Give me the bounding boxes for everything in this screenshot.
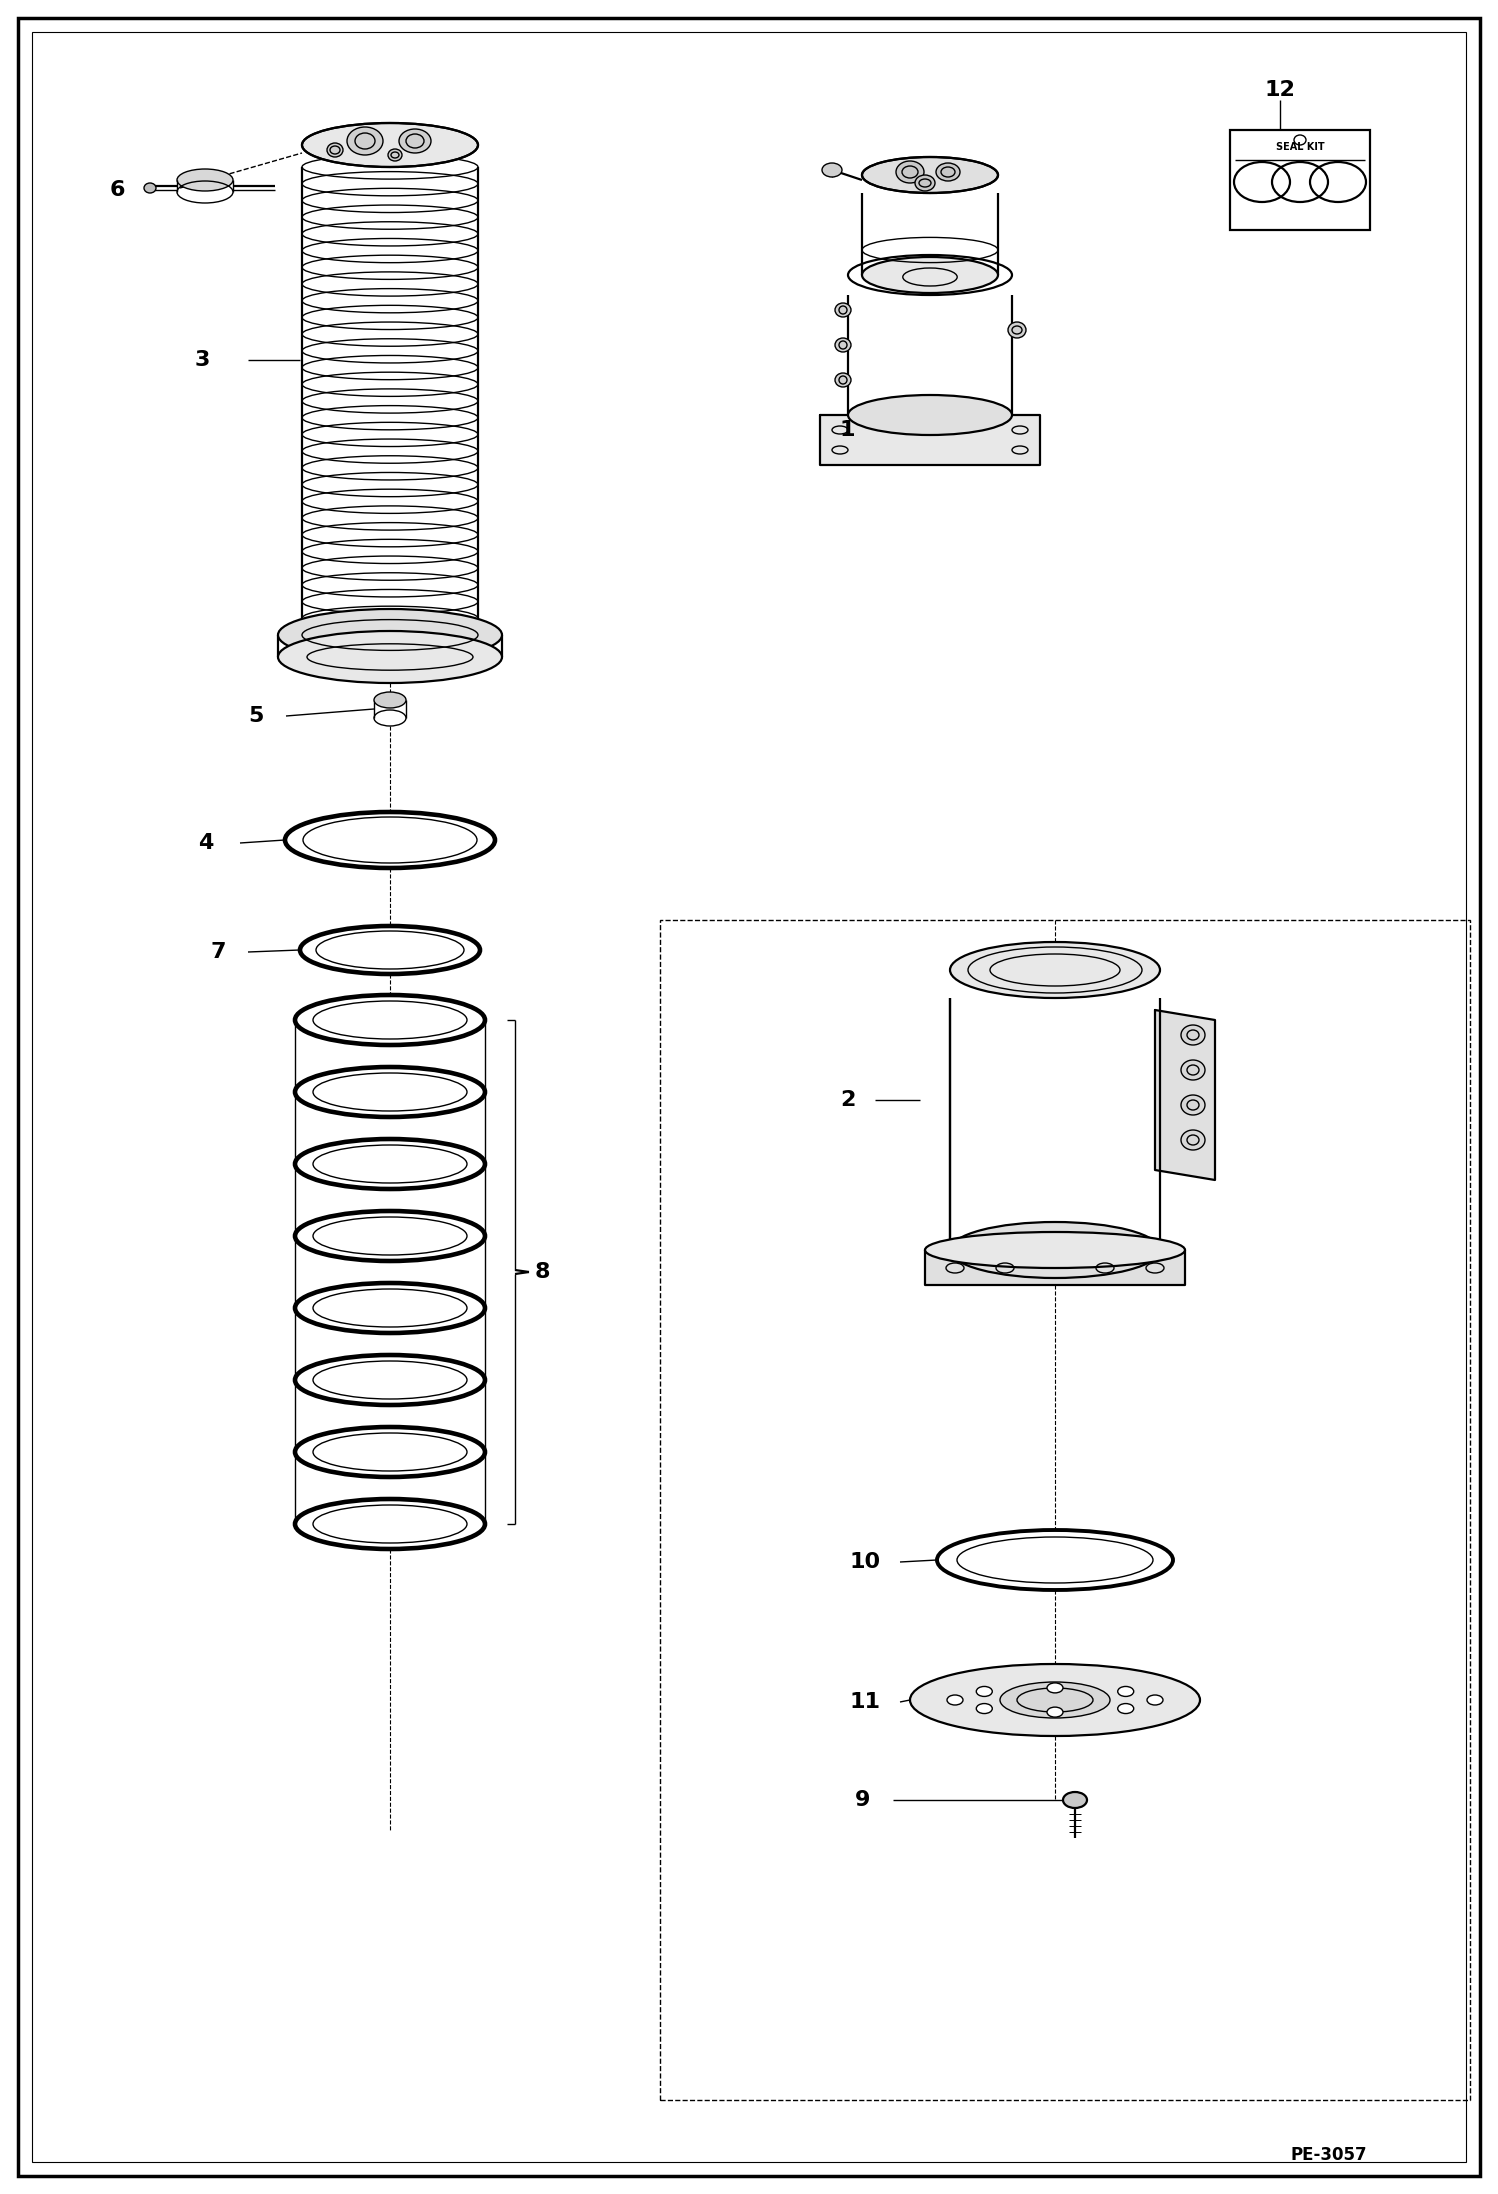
Ellipse shape — [279, 632, 502, 682]
Ellipse shape — [861, 158, 998, 193]
Text: 10: 10 — [849, 1551, 881, 1571]
Ellipse shape — [915, 176, 935, 191]
Polygon shape — [819, 415, 1040, 465]
Ellipse shape — [327, 143, 343, 158]
Ellipse shape — [909, 1663, 1200, 1735]
Ellipse shape — [1047, 1683, 1064, 1694]
Ellipse shape — [374, 691, 406, 709]
Bar — [1230, 129, 1371, 230]
Bar — [661, 919, 1470, 2100]
Ellipse shape — [834, 373, 851, 386]
Text: 2: 2 — [840, 1090, 855, 1110]
Text: 1: 1 — [840, 419, 855, 441]
Ellipse shape — [388, 149, 401, 160]
Ellipse shape — [398, 129, 431, 154]
Ellipse shape — [1180, 1095, 1204, 1115]
Ellipse shape — [950, 1222, 1159, 1277]
Text: 7: 7 — [210, 941, 226, 961]
Text: 5: 5 — [249, 706, 264, 726]
Ellipse shape — [1118, 1687, 1134, 1696]
Ellipse shape — [1118, 1703, 1134, 1714]
Ellipse shape — [1064, 1792, 1088, 1808]
Ellipse shape — [1008, 323, 1026, 338]
Ellipse shape — [1180, 1025, 1204, 1044]
Ellipse shape — [861, 257, 998, 294]
Text: PE-3057: PE-3057 — [1290, 2146, 1366, 2163]
Ellipse shape — [279, 610, 502, 660]
Ellipse shape — [348, 127, 383, 156]
Text: 12: 12 — [1264, 79, 1296, 101]
Ellipse shape — [177, 169, 234, 191]
Text: SEAL KIT: SEAL KIT — [1276, 143, 1324, 151]
Ellipse shape — [848, 395, 1013, 434]
Ellipse shape — [977, 1687, 992, 1696]
Ellipse shape — [1147, 1696, 1162, 1705]
Ellipse shape — [834, 338, 851, 351]
Text: 3: 3 — [195, 351, 210, 371]
Ellipse shape — [896, 160, 924, 182]
Ellipse shape — [144, 182, 156, 193]
Text: 4: 4 — [198, 834, 213, 853]
Ellipse shape — [834, 303, 851, 316]
Ellipse shape — [977, 1703, 992, 1714]
Polygon shape — [1155, 1009, 1215, 1180]
Ellipse shape — [936, 162, 960, 180]
Text: 8: 8 — [535, 1262, 550, 1281]
Ellipse shape — [303, 123, 478, 167]
Polygon shape — [924, 1251, 1185, 1286]
Text: 9: 9 — [855, 1790, 870, 1810]
Ellipse shape — [822, 162, 842, 178]
Ellipse shape — [950, 941, 1159, 998]
Text: 11: 11 — [849, 1692, 881, 1711]
Ellipse shape — [1180, 1060, 1204, 1079]
Ellipse shape — [1001, 1683, 1110, 1718]
Ellipse shape — [1180, 1130, 1204, 1150]
Ellipse shape — [1047, 1707, 1064, 1718]
Ellipse shape — [924, 1233, 1185, 1268]
Text: 6: 6 — [109, 180, 126, 200]
Ellipse shape — [947, 1696, 963, 1705]
